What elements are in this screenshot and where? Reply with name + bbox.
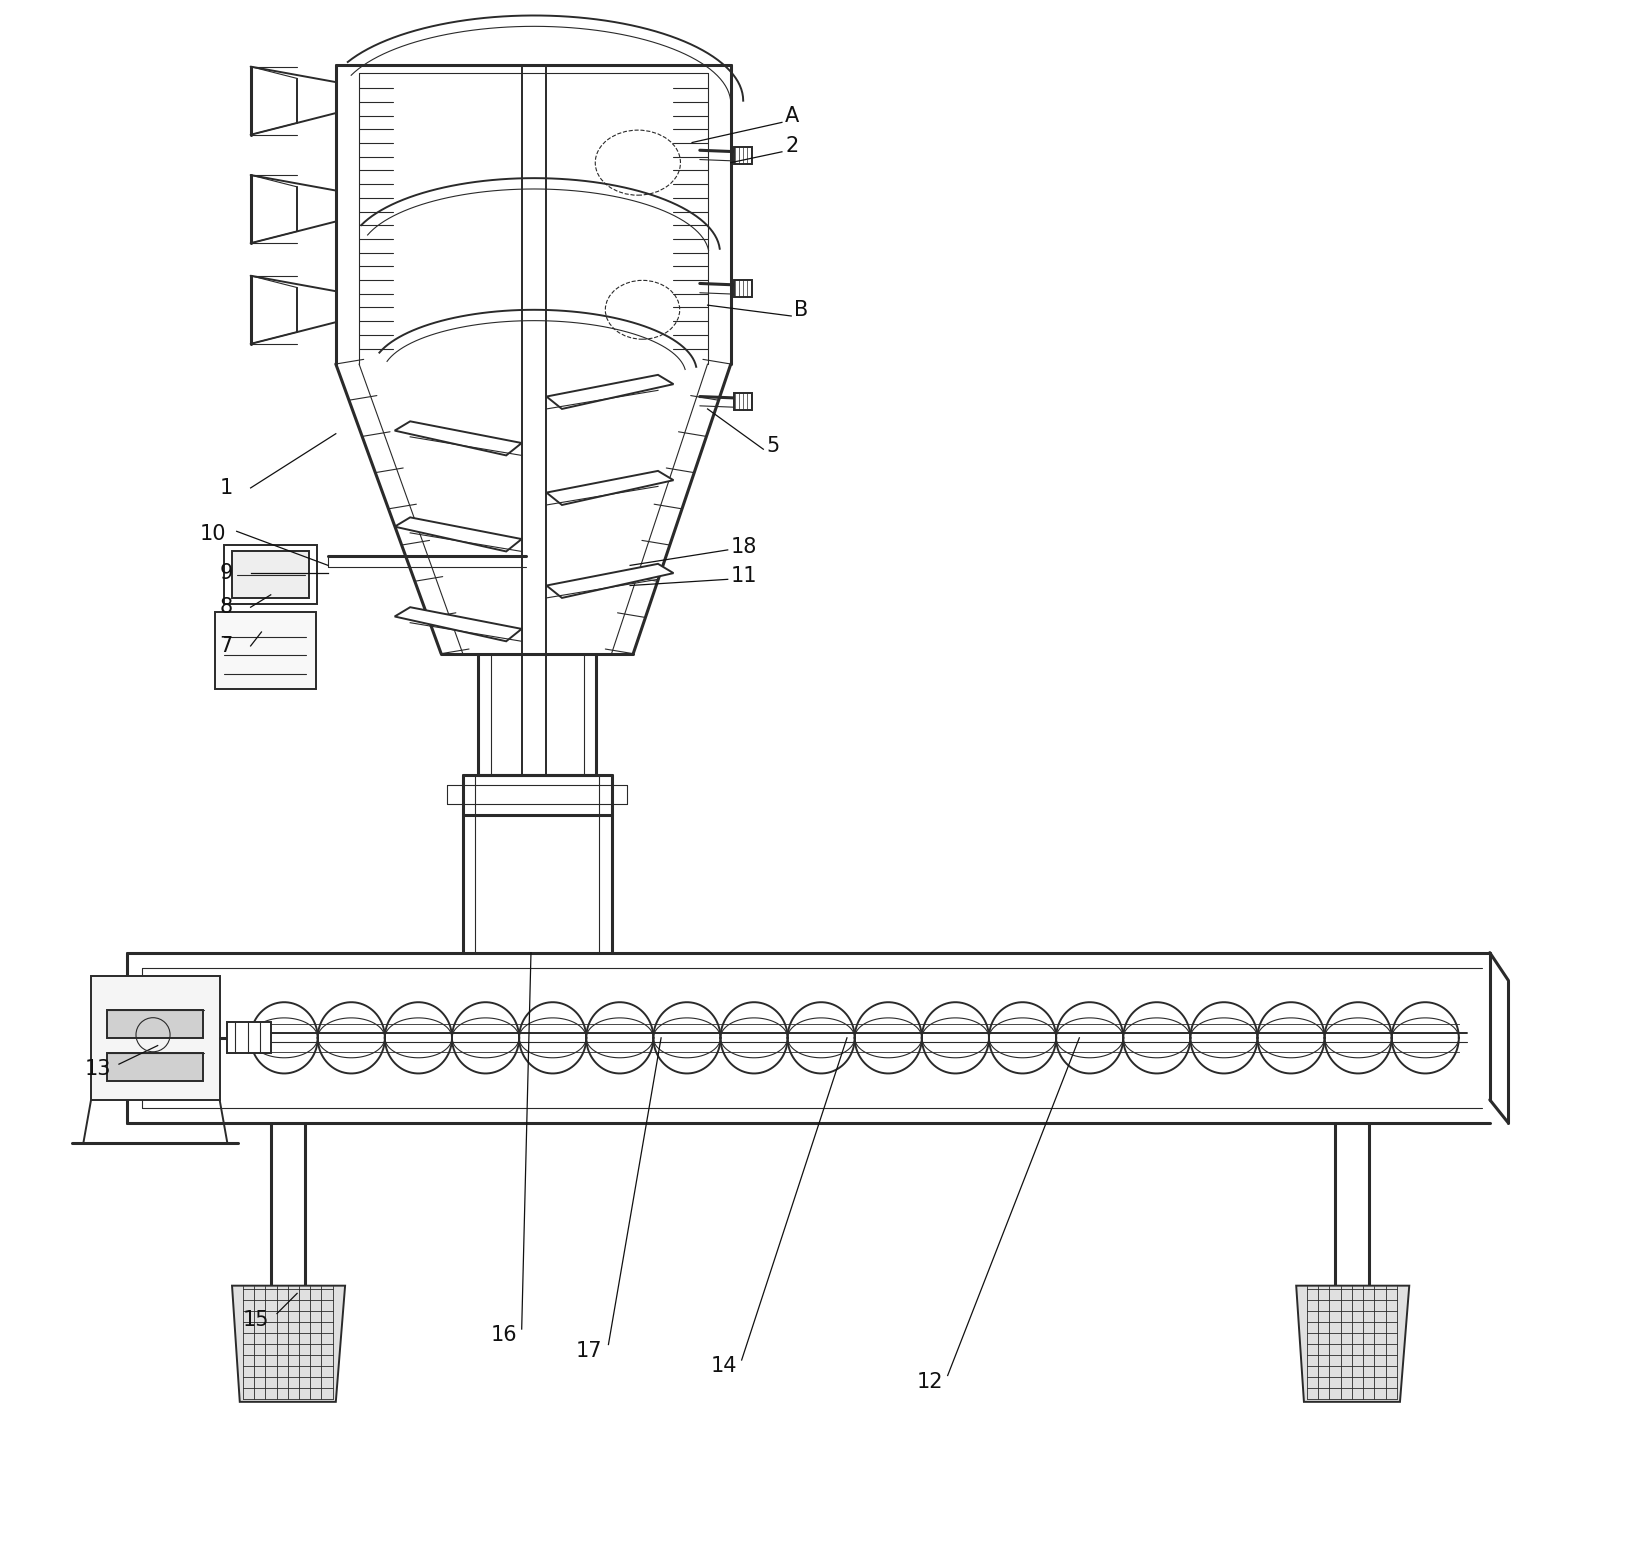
Text: 17: 17 (576, 1341, 602, 1360)
Polygon shape (232, 1286, 344, 1402)
Polygon shape (547, 471, 674, 505)
Text: 15: 15 (243, 1310, 269, 1329)
Text: 7: 7 (220, 637, 233, 655)
Text: 12: 12 (917, 1372, 943, 1391)
Text: 5: 5 (767, 437, 780, 455)
Text: 2: 2 (785, 136, 798, 155)
Polygon shape (1296, 1286, 1410, 1402)
Text: 9: 9 (220, 564, 233, 582)
Text: 1: 1 (220, 479, 233, 497)
Polygon shape (395, 607, 522, 641)
Text: 11: 11 (731, 567, 757, 586)
Bar (215, 612, 315, 689)
Text: A: A (785, 107, 800, 125)
Polygon shape (547, 375, 674, 409)
Bar (106, 1053, 202, 1081)
Bar (734, 147, 752, 164)
Bar (91, 976, 220, 1100)
Polygon shape (395, 421, 522, 455)
Polygon shape (547, 564, 674, 598)
Text: 16: 16 (491, 1326, 517, 1345)
Bar (734, 393, 752, 410)
Bar (734, 280, 752, 297)
Bar (232, 551, 310, 598)
Text: 14: 14 (710, 1357, 738, 1376)
Text: 8: 8 (220, 598, 233, 617)
Text: 10: 10 (199, 525, 225, 544)
Text: 13: 13 (85, 1060, 111, 1078)
Text: B: B (795, 301, 808, 319)
Polygon shape (395, 517, 522, 551)
Text: 18: 18 (731, 538, 757, 556)
Bar (224, 545, 317, 604)
Bar (106, 1010, 202, 1038)
Bar (227, 1022, 271, 1053)
